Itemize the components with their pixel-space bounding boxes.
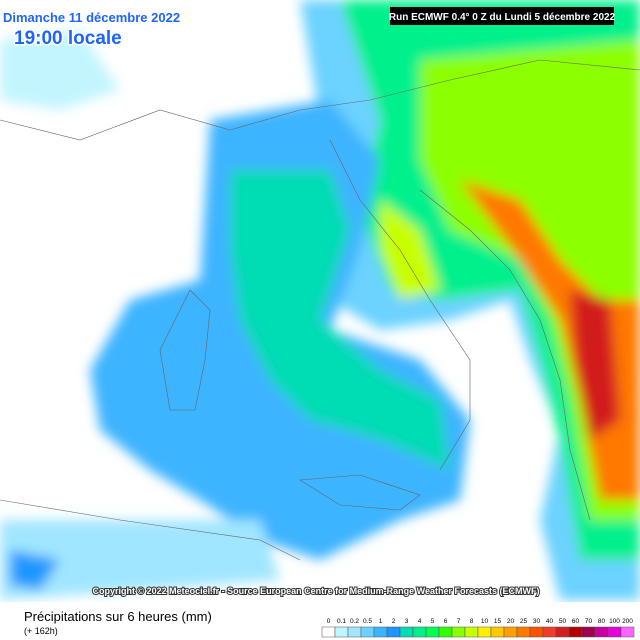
legend-swatch (555, 626, 570, 638)
legend-label: 2 (392, 618, 396, 625)
legend-label: 60 (572, 618, 580, 625)
legend-swatch (568, 626, 583, 638)
precipitation-field (0, 0, 640, 600)
legend: 0 0.1 0.2 0.5 1 2 3 4 5 6 7 8 10 15 20 25 30 40 50 60 70 80 10… (321, 618, 635, 638)
legend-label: 100 (609, 618, 620, 625)
legend-swatch (503, 626, 518, 638)
legend-swatch (321, 626, 336, 638)
legend-label: 25 (520, 618, 528, 625)
legend-swatch (399, 626, 414, 638)
legend-swatch (373, 626, 388, 638)
copyright: Copyright © 2022 Meteociel.fr - Source E… (92, 586, 539, 596)
legend-swatch (425, 626, 440, 638)
time-label: 19:00 locale (14, 28, 122, 49)
legend-label: 6 (444, 618, 448, 625)
legend-label: 20 (507, 618, 515, 625)
legend-swatch (581, 626, 596, 638)
legend-label: 50 (559, 618, 567, 625)
legend-swatch (451, 626, 466, 638)
legend-label: 0.1 (337, 618, 346, 625)
legend-swatch (438, 626, 453, 638)
legend-swatch (620, 626, 635, 638)
legend-swatch (529, 626, 544, 638)
legend-label: 8 (470, 618, 474, 625)
legend-swatch (490, 626, 505, 638)
legend-swatch (386, 626, 401, 638)
legend-label: 0 (327, 618, 331, 625)
run-box (390, 7, 614, 25)
legend-swatch (360, 626, 375, 638)
legend-label: 40 (546, 618, 554, 625)
legend-swatch (607, 626, 622, 638)
legend-label: 0.5 (363, 618, 372, 625)
footer-title: Précipitations sur 6 heures (mm) (24, 609, 212, 624)
legend-label: 0.2 (350, 618, 359, 625)
legend-label: 80 (598, 618, 606, 625)
legend-label: 10 (481, 618, 489, 625)
legend-label: 15 (494, 618, 502, 625)
legend-swatch (542, 626, 557, 638)
legend-swatch (477, 626, 492, 638)
legend-label: 1 (379, 618, 383, 625)
date-label: Dimanche 11 décembre 2022 (3, 10, 180, 25)
legend-label: 5 (431, 618, 435, 625)
legend-swatch (347, 626, 362, 638)
legend-swatch (594, 626, 609, 638)
borders (0, 59, 640, 561)
legend-swatch (516, 626, 531, 638)
footer-lead: (+ 162h) (24, 626, 58, 636)
legend-label: 30 (533, 618, 541, 625)
legend-swatch (412, 626, 427, 638)
run-label: Run ECMWF 0.4° 0 Z du Lundi 5 décembre 2… (389, 12, 616, 23)
legend-swatch (334, 626, 349, 638)
legend-label: 70 (585, 618, 593, 625)
legend-swatch (464, 626, 479, 638)
legend-label: 3 (405, 618, 409, 625)
legend-label: 200 (622, 618, 633, 625)
legend-label: 4 (418, 618, 422, 625)
legend-label: 7 (457, 618, 461, 625)
